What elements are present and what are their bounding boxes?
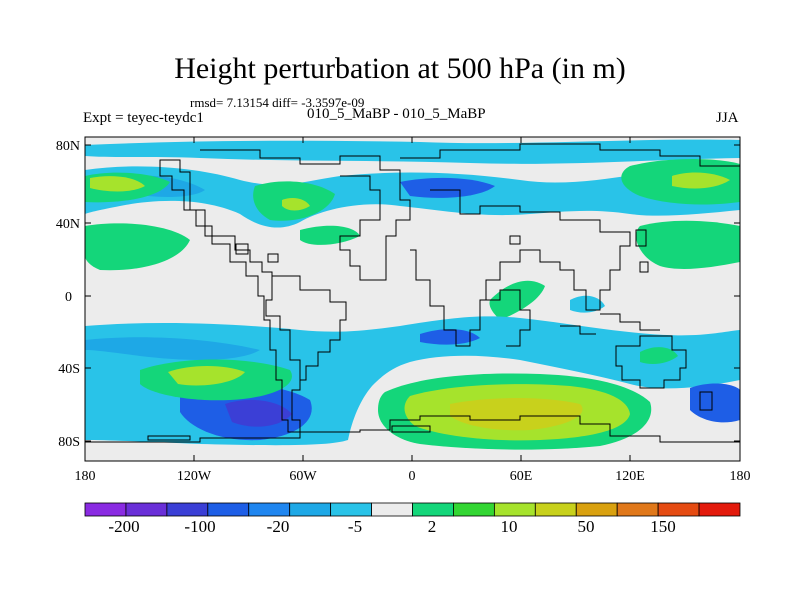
- lon-label-60e: 60E: [510, 469, 533, 484]
- colorbar-swatch-6: [330, 502, 372, 517]
- colorbar-labels: -200 -100 -20 -5 2 10 50 150: [108, 517, 675, 536]
- contour-north-yellow-1: [90, 176, 145, 192]
- colorbar-swatch-3: [207, 502, 250, 517]
- contour-north-blue-2: [400, 177, 495, 198]
- lon-label-180w: 180: [75, 469, 96, 484]
- contour-south-yellow-1: [168, 366, 245, 386]
- colorbar-label-minus-100: -100: [184, 517, 215, 536]
- colorbar-swatch-8: [412, 502, 454, 517]
- colorbar-swatch-5: [289, 502, 332, 517]
- coastline-islands: [235, 235, 521, 263]
- coastline-africa-east: [486, 289, 531, 347]
- contour-north-yellow-2: [282, 198, 310, 211]
- colorbar: [84, 502, 741, 517]
- colorbar-swatch-0: [84, 502, 127, 517]
- contour-north-yellow-3: [672, 172, 730, 189]
- colorbar-label-minus-200: -200: [108, 517, 139, 536]
- colorbar-swatch-1: [125, 502, 168, 517]
- contour-field: [85, 137, 740, 461]
- lon-label-120e: 120E: [615, 469, 645, 484]
- coastline-indonesia: [560, 313, 660, 335]
- colorbar-swatch-15: [698, 502, 741, 517]
- lon-label-120w: 120W: [177, 469, 212, 484]
- lat-label-40s: 40S: [58, 362, 80, 377]
- coastline-australia: [615, 335, 687, 389]
- colorbar-swatch-13: [616, 502, 659, 517]
- coastline-nz: [699, 391, 713, 411]
- contour-north-band-2: [85, 166, 740, 228]
- coastlines: [85, 143, 740, 443]
- contour-north-band-1: [85, 139, 740, 164]
- axis-ticks: [84, 137, 741, 461]
- colorbar-label-2: 2: [428, 517, 437, 536]
- season-label: JJA: [716, 110, 739, 126]
- run-label: 010_5_MaBP - 010_5_MaBP: [307, 106, 486, 122]
- colorbar-label-50: 50: [578, 517, 595, 536]
- plot-title: Height perturbation at 500 hPa (in m): [174, 52, 626, 85]
- lat-label-80n: 80N: [56, 139, 80, 154]
- lon-label-0: 0: [409, 469, 416, 484]
- coastline-north-1: [200, 149, 411, 281]
- lon-label-180e: 180: [730, 469, 751, 484]
- colorbar-swatch-9: [453, 502, 495, 517]
- contour-south-blue-4: [420, 329, 480, 345]
- contour-tropic-blue: [570, 295, 605, 313]
- contour-south-blue-5: [690, 383, 740, 423]
- colorbar-label-10: 10: [501, 517, 518, 536]
- coastline-south-america-east: [272, 275, 347, 381]
- lat-label-0: 0: [65, 290, 72, 305]
- contour-south-gold: [450, 398, 583, 431]
- colorbar-label-minus-5: -5: [348, 517, 362, 536]
- experiment-label: Expt = teyec-teydc1: [83, 110, 204, 126]
- contour-north-green-5: [85, 223, 190, 271]
- contour-tropic-green: [489, 280, 545, 320]
- colorbar-swatch-14: [657, 502, 700, 517]
- colorbar-swatch-7: [371, 502, 413, 517]
- lat-label-80s: 80S: [58, 435, 80, 450]
- colorbar-swatch-11: [534, 502, 577, 517]
- colorbar-swatch-12: [575, 502, 618, 517]
- coastline-antarctica: [85, 415, 740, 443]
- colorbar-swatch-10: [493, 502, 536, 517]
- contour-south-blue-1: [85, 337, 260, 360]
- lon-label-60w: 60W: [289, 469, 317, 484]
- lat-label-40n: 40N: [56, 217, 80, 232]
- contour-north-green-4: [636, 220, 740, 269]
- contour-north-green-6: [300, 225, 360, 245]
- colorbar-swatch-2: [166, 502, 209, 517]
- coastline-japan: [635, 229, 649, 273]
- contour-south-green-2: [640, 347, 678, 364]
- colorbar-label-150: 150: [650, 517, 676, 536]
- contour-south-blue-3: [225, 399, 292, 427]
- colorbar-swatch-4: [248, 502, 291, 517]
- tick-labels: 80N 40N 0 40S 80S 180 120W 60W 0 60E 120…: [56, 139, 751, 484]
- coastline-eurasia: [400, 143, 740, 347]
- colorbar-label-minus-20: -20: [267, 517, 290, 536]
- coastline-antarctic-peninsula: [147, 425, 431, 441]
- stats-label: rmsd= 7.13154 diff= -3.3597e-09: [190, 95, 365, 110]
